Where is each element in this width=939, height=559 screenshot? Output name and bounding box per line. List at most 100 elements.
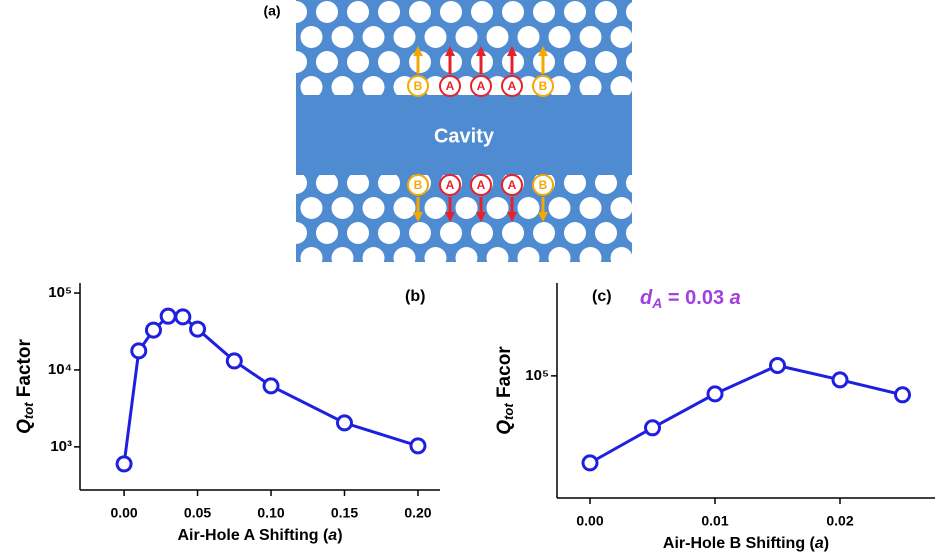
data-point [583, 456, 597, 470]
data-point [146, 323, 160, 337]
data-point [264, 379, 278, 393]
air-hole [642, 197, 664, 219]
air-hole [611, 197, 633, 219]
air-hole [595, 1, 617, 23]
x-tick-label: 0.20 [404, 505, 431, 521]
air-hole [657, 222, 679, 244]
air-hole [285, 51, 307, 73]
air-hole [611, 76, 633, 98]
air-hole [378, 1, 400, 23]
cavity-label: Cavity [434, 125, 495, 147]
air-hole [564, 1, 586, 23]
air-hole [270, 197, 292, 219]
air-hole [580, 26, 602, 48]
air-hole [518, 197, 540, 219]
air-hole [456, 26, 478, 48]
air-hole [626, 51, 648, 73]
data-point [337, 416, 351, 430]
data-point [117, 457, 131, 471]
series-line [590, 365, 903, 462]
site-label: A [508, 178, 517, 192]
y-label-part: Q [494, 420, 515, 435]
air-hole [316, 222, 338, 244]
annotation-part: d [640, 287, 653, 309]
air-hole [487, 26, 509, 48]
figure: (a) Cavity BAAABBAAAB 0.000.050.100.150.… [0, 0, 939, 554]
air-hole [270, 76, 292, 98]
y-label-part: tot [21, 402, 36, 419]
air-hole [394, 197, 416, 219]
y-axis-label: Qtot Factor [14, 339, 36, 434]
air-hole [394, 247, 416, 269]
x-tick-label: 0.05 [184, 505, 211, 521]
air-hole [440, 222, 462, 244]
air-hole [611, 247, 633, 269]
x-label-part: a [815, 535, 824, 552]
air-hole [332, 76, 354, 98]
air-hole [580, 197, 602, 219]
air-hole [425, 197, 447, 219]
x-axis-label: Air-Hole B Shifting (a) [663, 535, 829, 552]
y-tick-label: 10³ [50, 438, 72, 455]
x-label-part: Air-Hole B Shifting ( [663, 535, 816, 552]
air-hole [673, 26, 695, 48]
y-axis-label: Qtot Facor [494, 346, 516, 435]
air-hole [657, 1, 679, 23]
y-tick-label: 10⁵ [48, 284, 72, 301]
air-hole [549, 247, 571, 269]
site-label: A [477, 178, 486, 192]
air-hole [564, 172, 586, 194]
air-hole [471, 222, 493, 244]
air-hole [533, 1, 555, 23]
air-hole [270, 247, 292, 269]
y-label-part: Facor [494, 346, 515, 404]
air-hole [378, 222, 400, 244]
air-hole [580, 76, 602, 98]
air-hole [425, 247, 447, 269]
panel-label: (b) [405, 288, 425, 305]
data-point [833, 373, 847, 387]
air-hole [502, 222, 524, 244]
air-hole [626, 222, 648, 244]
air-hole [456, 197, 478, 219]
annotation-part: A [651, 295, 662, 311]
air-hole [254, 172, 276, 194]
air-hole [347, 172, 369, 194]
air-hole [332, 247, 354, 269]
air-hole [595, 222, 617, 244]
air-hole [316, 51, 338, 73]
air-hole [440, 1, 462, 23]
air-hole [487, 197, 509, 219]
air-hole [611, 26, 633, 48]
air-hole [301, 26, 323, 48]
site-label: A [446, 79, 455, 93]
air-hole [316, 172, 338, 194]
air-hole [363, 247, 385, 269]
air-hole [471, 1, 493, 23]
site-label: A [508, 79, 517, 93]
air-hole [595, 172, 617, 194]
air-hole [394, 26, 416, 48]
air-hole [254, 222, 276, 244]
x-axis-label: Air-Hole A Shifting (a) [177, 527, 342, 544]
air-hole [347, 222, 369, 244]
air-hole [564, 51, 586, 73]
data-point [176, 310, 190, 324]
x-label-part: ) [824, 535, 829, 552]
air-hole [301, 76, 323, 98]
data-point [411, 439, 425, 453]
air-hole [285, 172, 307, 194]
air-hole [301, 247, 323, 269]
air-hole [580, 247, 602, 269]
air-hole [347, 1, 369, 23]
x-tick-label: 0.01 [701, 513, 728, 529]
air-hole [549, 197, 571, 219]
air-hole [378, 172, 400, 194]
air-hole [363, 197, 385, 219]
air-hole [487, 247, 509, 269]
data-point [227, 354, 241, 368]
x-tick-label: 0.02 [826, 513, 853, 529]
x-label-part: a [328, 527, 337, 544]
site-label: B [539, 178, 548, 192]
y-label-part: Factor [14, 339, 35, 403]
